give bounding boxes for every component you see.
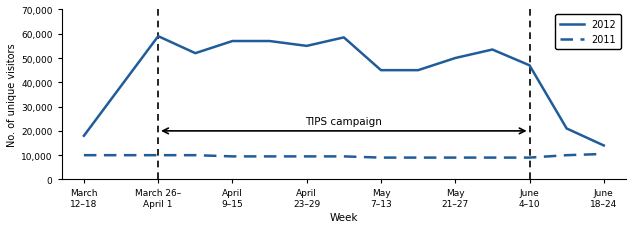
Text: TIPS campaign: TIPS campaign: [305, 117, 382, 126]
Legend: 2012, 2011: 2012, 2011: [555, 15, 621, 50]
X-axis label: Week: Week: [330, 212, 358, 222]
Y-axis label: No. of unique visitors: No. of unique visitors: [7, 44, 17, 147]
